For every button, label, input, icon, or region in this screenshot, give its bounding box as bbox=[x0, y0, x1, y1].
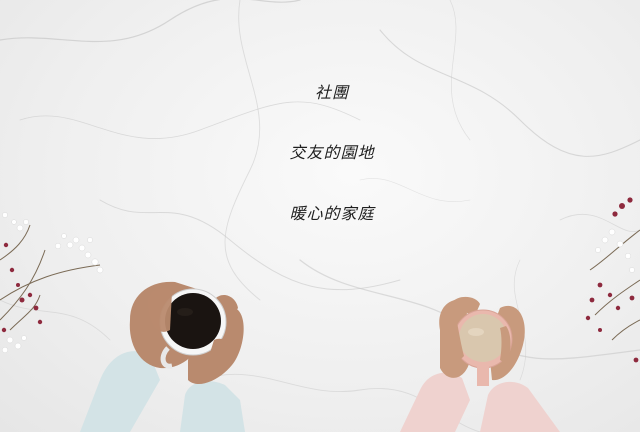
caption-line-1: 社團 bbox=[314, 83, 349, 102]
blue-sleeve bbox=[80, 351, 245, 432]
red-flowers-left bbox=[1, 242, 43, 333]
caption-line-3: 暖心的家庭 bbox=[289, 204, 375, 223]
left-fingers bbox=[148, 287, 233, 369]
latte-cup bbox=[453, 309, 513, 386]
caption-line-2: 交友的園地 bbox=[289, 143, 375, 162]
pink-sleeve bbox=[400, 372, 560, 432]
white-flowers bbox=[0, 212, 104, 354]
right-fingers bbox=[448, 318, 511, 364]
black-coffee-cup bbox=[159, 288, 227, 369]
red-flowers-right bbox=[585, 197, 640, 363]
